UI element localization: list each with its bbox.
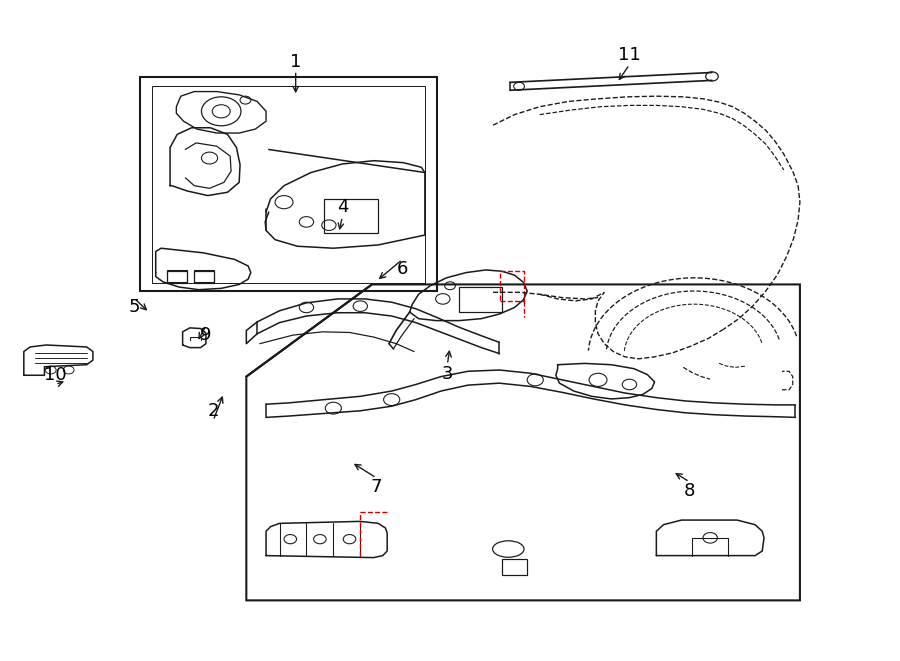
Bar [167,271,187,283]
Text: 8: 8 [684,482,695,500]
Text: 3: 3 [442,365,453,383]
Bar [167,270,187,282]
Text: 10: 10 [44,366,67,384]
Bar [324,199,378,233]
Text: 6: 6 [397,260,408,278]
Bar [459,287,502,312]
Text: 4: 4 [337,198,348,215]
Bar [502,559,527,575]
Text: 1: 1 [290,53,302,71]
Text: 5: 5 [129,299,140,317]
Text: 11: 11 [618,46,641,64]
Bar [194,271,214,283]
Text: 9: 9 [200,326,212,344]
Bar [194,270,214,282]
Text: 2: 2 [207,402,219,420]
Text: 7: 7 [371,478,382,496]
